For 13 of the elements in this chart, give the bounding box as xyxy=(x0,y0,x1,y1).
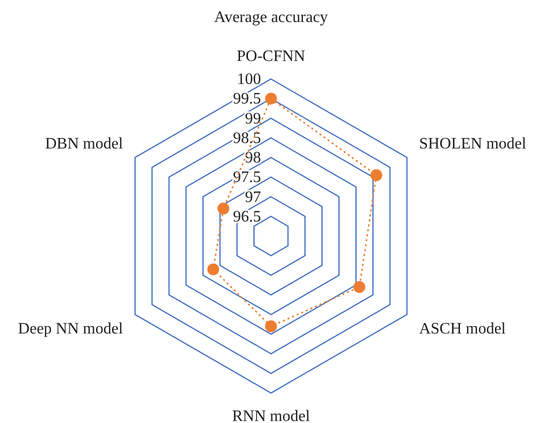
y-tick-label: 98 xyxy=(245,150,261,166)
y-tick-label: 100 xyxy=(237,71,261,88)
spoke-label: ASCH model xyxy=(419,320,506,338)
spoke-label: SHOLEN model xyxy=(419,136,527,152)
spoke-label: DBN model xyxy=(45,136,124,152)
chart-title: Average accuracy xyxy=(214,9,328,26)
y-tick-label: 99 xyxy=(245,110,261,128)
y-tick-label: 97.5 xyxy=(233,169,261,186)
spoke-label: RNN model xyxy=(232,408,310,423)
spoke-label: Deep NN model xyxy=(18,320,124,338)
spoke-label: PO-CFNN xyxy=(236,48,306,65)
y-tick-label: 97 xyxy=(245,188,261,206)
y-tick-label: 99.5 xyxy=(233,90,261,108)
